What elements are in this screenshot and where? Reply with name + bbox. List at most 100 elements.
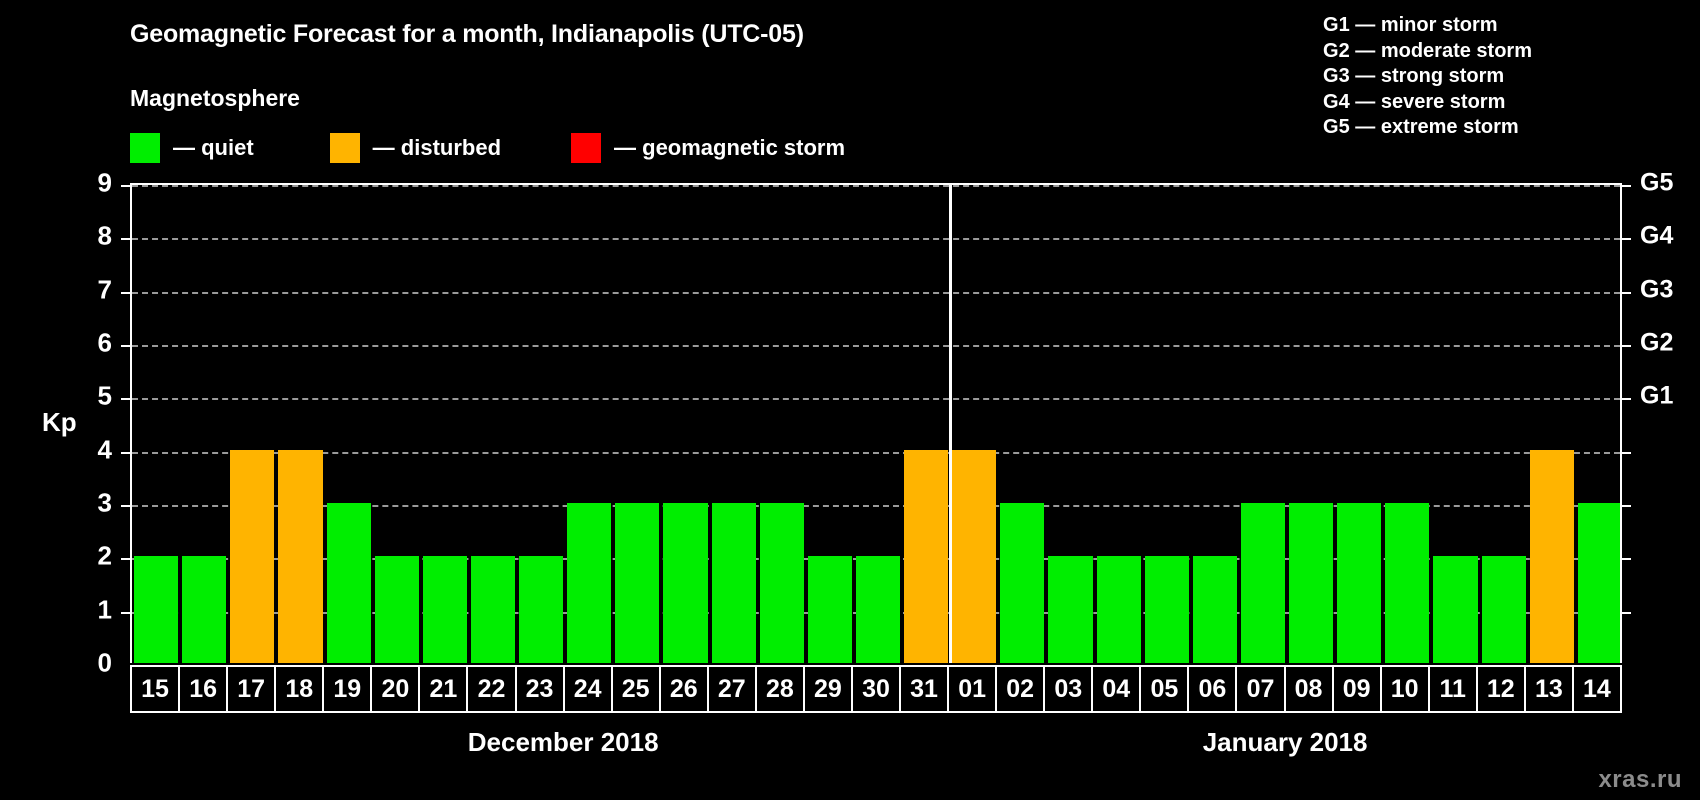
y-tick-5 — [121, 398, 132, 401]
bar-15[interactable] — [134, 556, 179, 663]
bar-17[interactable] — [230, 449, 275, 663]
bar-07[interactable] — [1240, 503, 1286, 663]
bar-27[interactable] — [711, 503, 756, 663]
gscale-row-g2: G2 — moderate storm — [1323, 39, 1532, 62]
date-cell-11[interactable]: 11 — [1427, 665, 1478, 713]
date-cell-18[interactable]: 18 — [274, 665, 325, 713]
date-cell-20[interactable]: 20 — [370, 665, 421, 713]
gscale-row-g1: G1 — minor storm — [1323, 14, 1498, 36]
plot-area — [121, 183, 1631, 663]
x-axis-date-row: 15 16 17 18 19 20 21 22 23 24 25 26 27 28 29 30 31 01 02 03… — [130, 665, 1622, 713]
bar-12[interactable] — [1481, 556, 1526, 663]
date-cell-14[interactable]: 14 — [1571, 665, 1622, 713]
legend-swatch-disturbed — [329, 133, 360, 163]
bar-28[interactable] — [759, 503, 804, 663]
date-cell-26[interactable]: 26 — [658, 665, 709, 713]
y-tick-9 — [121, 185, 132, 187]
bar-21[interactable] — [422, 556, 467, 663]
y-axis-label-0: 0 — [97, 647, 112, 678]
date-cell-29[interactable]: 29 — [802, 665, 853, 713]
date-cell-19[interactable]: 19 — [322, 665, 373, 713]
legend-item-quiet: — quiet — [130, 133, 254, 163]
date-cell-12[interactable]: 12 — [1475, 665, 1526, 713]
legend-label-geomagnetic-storm: — geomagnetic storm — [614, 135, 846, 160]
bar-26[interactable] — [663, 503, 708, 663]
gridline-kp-5 — [132, 398, 1620, 401]
legend-label-quiet: — quiet — [173, 135, 254, 160]
month-divider — [948, 185, 952, 663]
legend-item-disturbed: — disturbed — [329, 133, 501, 163]
g-axis-label-g3: G3 — [1640, 275, 1674, 304]
date-cell-22[interactable]: 22 — [466, 665, 517, 713]
date-cell-03[interactable]: 03 — [1043, 665, 1094, 713]
gridline-kp-7 — [132, 291, 1620, 294]
bar-31[interactable] — [904, 449, 949, 663]
bar-24[interactable] — [567, 503, 612, 663]
date-cell-27[interactable]: 27 — [706, 665, 757, 713]
date-cell-05[interactable]: 05 — [1139, 665, 1190, 713]
date-cell-31[interactable]: 31 — [899, 665, 950, 713]
y-axis-label-1: 1 — [97, 594, 112, 625]
bar-30[interactable] — [855, 556, 901, 663]
plot-inner — [132, 185, 1620, 663]
bar-03[interactable] — [1048, 556, 1093, 663]
g-axis-label-g5: G5 — [1640, 168, 1674, 197]
date-cell-28[interactable]: 28 — [754, 665, 805, 713]
date-cell-09[interactable]: 09 — [1331, 665, 1382, 713]
bar-04[interactable] — [1096, 556, 1141, 663]
bar-14[interactable] — [1577, 503, 1620, 663]
bar-13[interactable] — [1529, 449, 1574, 663]
y-tick-right-8 — [1620, 238, 1631, 241]
month-caption-december: December 2018 — [467, 727, 659, 757]
y-tick-3 — [121, 505, 132, 507]
y-axis-label-7: 7 — [97, 274, 112, 305]
gridline-kp-8 — [132, 238, 1620, 241]
bar-22[interactable] — [470, 556, 516, 663]
date-cell-07[interactable]: 07 — [1235, 665, 1286, 713]
legend-item-geomagnetic-storm: — geomagnetic storm — [571, 133, 845, 163]
date-cell-01[interactable]: 01 — [947, 665, 998, 713]
y-axis-label-4: 4 — [97, 434, 112, 465]
bar-02[interactable] — [1000, 503, 1045, 663]
magnetosphere-label: Magnetosphere — [130, 85, 300, 111]
bar-05[interactable] — [1144, 556, 1189, 663]
bar-11[interactable] — [1433, 556, 1478, 663]
bar-08[interactable] — [1289, 503, 1334, 663]
date-cell-10[interactable]: 10 — [1379, 665, 1430, 713]
bar-19[interactable] — [326, 503, 371, 663]
y-axis-title: Kp — [42, 407, 77, 437]
bar-16[interactable] — [182, 556, 227, 663]
bar-01[interactable] — [952, 449, 997, 663]
g-axis-label-g1: G1 — [1640, 381, 1674, 410]
bar-23[interactable] — [519, 556, 564, 663]
date-cell-17[interactable]: 17 — [226, 665, 277, 713]
bars-container — [132, 185, 1620, 663]
gridline-kp-3 — [132, 505, 1620, 507]
date-cell-06[interactable]: 06 — [1187, 665, 1238, 713]
bar-25[interactable] — [615, 503, 660, 663]
bar-10[interactable] — [1385, 503, 1430, 663]
date-cell-21[interactable]: 21 — [418, 665, 469, 713]
date-cell-25[interactable]: 25 — [610, 665, 661, 713]
date-cell-02[interactable]: 02 — [995, 665, 1046, 713]
date-cell-13[interactable]: 13 — [1523, 665, 1574, 713]
date-cell-24[interactable]: 24 — [562, 665, 613, 713]
gscale-row-g5: G5 — extreme storm — [1323, 116, 1519, 138]
page-title: Geomagnetic Forecast for a month, Indian… — [130, 20, 804, 48]
gridline-kp-9 — [132, 185, 1620, 187]
bar-09[interactable] — [1337, 503, 1382, 663]
date-cell-30[interactable]: 30 — [850, 665, 901, 713]
date-cell-08[interactable]: 08 — [1283, 665, 1334, 713]
date-cell-23[interactable]: 23 — [514, 665, 565, 713]
date-cell-04[interactable]: 04 — [1091, 665, 1142, 713]
bar-29[interactable] — [807, 556, 852, 663]
y-tick-right-9 — [1620, 185, 1631, 187]
date-cell-16[interactable]: 16 — [178, 665, 229, 713]
bar-20[interactable] — [374, 556, 419, 663]
legend-swatch-quiet — [130, 133, 160, 163]
bar-06[interactable] — [1192, 556, 1237, 663]
y-axis-label-2: 2 — [97, 540, 112, 571]
bar-18[interactable] — [278, 449, 323, 663]
date-cell-15[interactable]: 15 — [130, 665, 181, 713]
